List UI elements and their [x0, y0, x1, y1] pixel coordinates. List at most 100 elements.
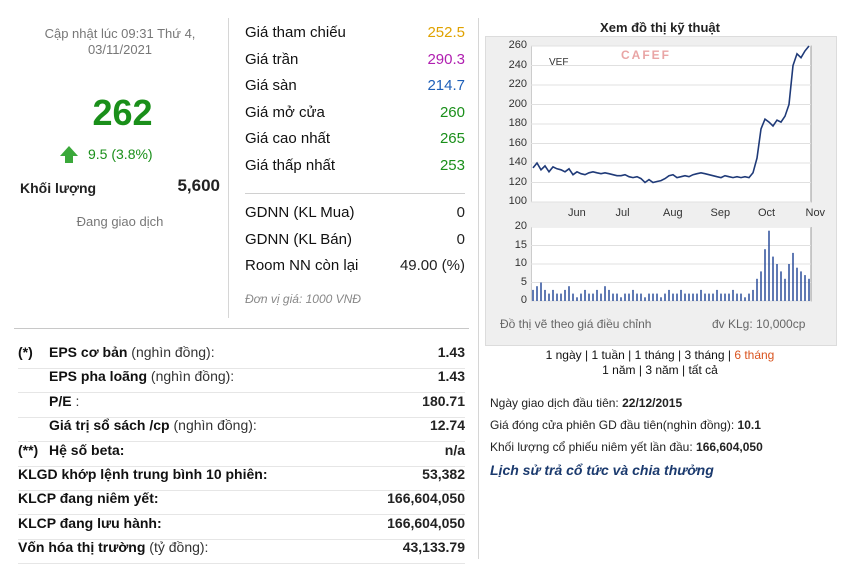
separator: |	[678, 363, 689, 377]
fundamental-value: 166,604,050	[387, 514, 465, 531]
y-tick-label: 220	[508, 78, 527, 90]
fundamental-row: EPS pha loãng (nghìn đồng): 1.43	[18, 368, 465, 394]
x-tick-label: Oct	[758, 207, 776, 219]
fundamental-value: 12.74	[429, 417, 465, 434]
price-row-value: 252.5	[427, 24, 465, 41]
column-divider	[478, 18, 479, 559]
fundamental-label: Vốn hóa thị trường (tỷ đồng):	[18, 539, 208, 563]
volume-label: Khối lượng	[20, 180, 97, 196]
y-tick-label: 160	[508, 136, 527, 149]
fundamental-unit: :	[71, 392, 80, 409]
period-link[interactable]: 6 tháng	[734, 348, 775, 362]
y-tick-label: 260	[508, 39, 527, 51]
fundamental-row: KLCP đang niêm yết: 166,604,050	[18, 490, 465, 516]
period-link[interactable]: 1 tháng	[634, 348, 675, 362]
first-volume-label: Khối lượng cổ phiếu niêm yết lần đầu:	[490, 440, 697, 454]
foreign-row-value: 49.00 (%)	[399, 257, 465, 274]
first-listed-volume: Khối lượng cổ phiếu niêm yết lần đầu: 16…	[490, 440, 763, 454]
fundamental-row: KLCP đang lưu hành: 166,604,050	[18, 515, 465, 540]
unit-note: Đơn vị giá: 1000 VNĐ	[245, 292, 361, 306]
foreign-row-value: 0	[456, 204, 465, 221]
price-row: Giá mở cửa 260	[245, 104, 465, 121]
separator: |	[624, 348, 635, 362]
x-tick-label: Aug	[663, 207, 683, 219]
x-tick-label: Nov	[805, 207, 826, 219]
adjust-note: Đồ thị vẽ theo giá điều chỉnh	[500, 317, 652, 331]
fundamental-name: KLCP đang lưu hành:	[18, 514, 162, 531]
separator: |	[581, 348, 592, 362]
fundamental-label: KLCP đang niêm yết:	[18, 490, 159, 514]
volume-y-tick-label: 15	[514, 238, 527, 251]
price-row: Giá thấp nhất 253	[245, 157, 465, 174]
update-time-line2: 03/11/2021	[87, 42, 153, 57]
separator: |	[635, 363, 646, 377]
fundamental-value: 53,382	[422, 466, 465, 482]
chart-title-link[interactable]: Xem đồ thị kỹ thuật	[600, 20, 720, 35]
divider	[14, 328, 469, 329]
period-link[interactable]: 1 năm	[602, 363, 636, 377]
fundamental-name: P/E	[49, 392, 72, 409]
price-row: Giá sàn 214.7	[245, 77, 465, 94]
period-link[interactable]: 3 tháng	[684, 348, 725, 362]
fundamental-prefix: (*)	[18, 344, 33, 360]
trading-status: Đang giao dịch	[76, 214, 164, 229]
current-price: 262	[92, 92, 153, 133]
period-link[interactable]: 1 ngày	[545, 348, 582, 362]
fundamental-name: EPS pha loãng	[49, 368, 148, 385]
separator: |	[674, 348, 685, 362]
fundamental-value: 180.71	[422, 392, 465, 409]
period-link[interactable]: 1 tuần	[591, 348, 625, 362]
fundamental-row: P/E : 180.71	[18, 393, 465, 418]
price-row: Giá cao nhất 265	[245, 130, 465, 147]
dividend-history-link[interactable]: Lịch sử trả cổ tức và chia thưởng	[490, 462, 714, 478]
fundamental-label: EPS pha loãng (nghìn đồng):	[18, 368, 234, 392]
x-tick-label: Jun	[568, 207, 586, 219]
period-link[interactable]: 3 năm	[645, 363, 679, 377]
price-row-value: 290.3	[427, 50, 465, 68]
foreign-row-label: GDNN (KL Mua)	[245, 204, 355, 221]
fundamental-name: Hệ số beta:	[49, 441, 125, 458]
foreign-row: GDNN (KL Bán) 0	[245, 231, 465, 248]
fundamental-row: (**) Hệ số beta: n/a	[18, 442, 465, 467]
divider	[245, 193, 465, 194]
fundamental-label: Giá trị sổ sách /cp (nghìn đồng):	[18, 417, 257, 441]
foreign-row: GDNN (KL Mua) 0	[245, 204, 465, 221]
price-row-label: Giá thấp nhất	[245, 156, 336, 174]
price-row-value: 260	[439, 103, 465, 121]
foreign-row-value: 0	[456, 230, 465, 248]
price-chart[interactable]: CAFEF VEF	[531, 41, 814, 207]
fundamental-value: 1.43	[437, 344, 465, 360]
fundamental-unit: (nghìn đồng):	[147, 368, 235, 385]
fundamental-name: Vốn hóa thị trường	[18, 539, 146, 556]
period-selector-row1: 1 ngày | 1 tuần | 1 tháng | 3 tháng | 6 …	[485, 348, 835, 362]
price-row: Giá trần 290.3	[245, 51, 465, 68]
price-row-value: 253	[439, 156, 465, 174]
fundamental-label: (*) EPS cơ bản (nghìn đồng):	[18, 344, 215, 368]
foreign-row: Room NN còn lại 49.00 (%)	[245, 257, 465, 274]
volume-y-tick-label: 20	[514, 220, 527, 232]
first-close-price: Giá đóng cửa phiên GD đầu tiên(nghìn đồn…	[490, 418, 761, 432]
y-tick-label: 120	[508, 175, 527, 188]
first-trade-date: Ngày giao dịch đầu tiên: 22/12/2015	[490, 396, 682, 410]
fundamental-prefix: (**)	[18, 441, 39, 458]
fundamental-name: KLGD khớp lệnh trung bình 10 phiên:	[18, 466, 268, 482]
volume-y-tick-label: 0	[520, 294, 527, 306]
period-link[interactable]: tất cả	[688, 363, 718, 377]
fundamental-value: 1.43	[437, 368, 465, 385]
fundamental-label: KLGD khớp lệnh trung bình 10 phiên:	[18, 466, 268, 490]
fundamental-unit: (tỷ đồng):	[145, 539, 209, 556]
volume-y-tick-label: 10	[514, 257, 527, 269]
fundamental-value: 43,133.79	[402, 539, 465, 556]
column-divider	[228, 18, 229, 318]
first-volume-value: 166,604,050	[696, 440, 763, 454]
volume-chart	[531, 227, 812, 302]
y-tick-label: 240	[508, 58, 527, 71]
volume-y-tick-label: 5	[520, 275, 527, 288]
price-change-value: 9.5 (3.8%)	[88, 146, 153, 162]
fundamental-label: (**) Hệ số beta:	[18, 442, 124, 466]
fundamental-row: Vốn hóa thị trường (tỷ đồng): 43,133.79	[18, 539, 465, 564]
fundamental-name: EPS cơ bản	[49, 344, 128, 360]
y-tick-label: 140	[508, 156, 527, 168]
arrow-up-icon	[60, 146, 78, 163]
update-time: Cập nhật lúc 09:31 Thứ 4, 03/11/2021	[20, 26, 220, 58]
